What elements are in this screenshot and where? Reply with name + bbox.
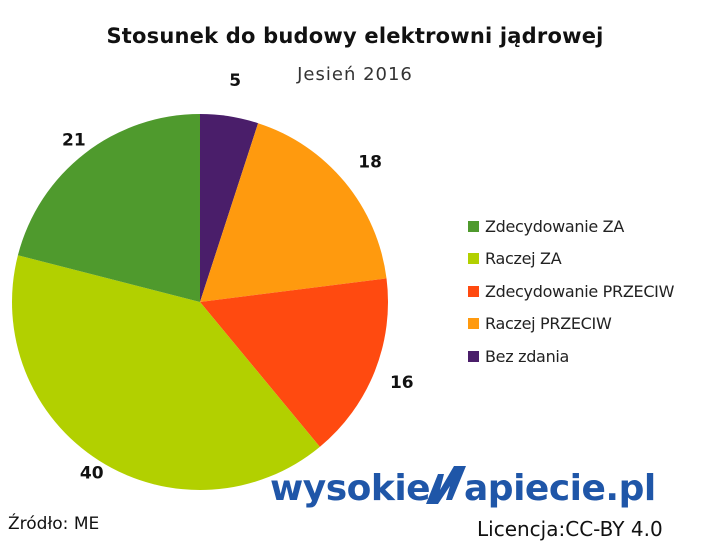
brand-name-part2: apiecie.pl: [464, 468, 656, 509]
pie-slice-bez-zdania: [200, 114, 259, 302]
chart-title: Stosunek do budowy elektrowni jądrowej: [106, 24, 604, 48]
license-text: Licencja:CC-BY 4.0: [477, 517, 663, 541]
legend-swatch: [468, 318, 479, 330]
chart-subtitle: Jesień 2016: [297, 64, 413, 85]
legend-swatch: [468, 253, 479, 265]
legend-label: Raczej ZA: [485, 249, 562, 269]
source-text: Źródło: ME: [8, 514, 100, 534]
legend-swatch: [468, 350, 479, 362]
data-label-bez-zdania: 5: [229, 71, 241, 91]
data-label-zdecydowanie-za: 21: [62, 130, 86, 150]
legend-item: Zdecydowanie PRZECIW: [468, 275, 708, 308]
data-label-raczej-przeciw: 18: [358, 152, 382, 172]
legend-swatch: [468, 220, 479, 232]
legend: Zdecydowanie ZA Raczej ZA Zdecydowanie PRZ…: [468, 210, 708, 373]
brand-name-part1: wysokie: [270, 468, 430, 509]
brand-logo: wysokie apiecie.pl: [270, 466, 656, 509]
legend-label: Zdecydowanie ZA: [485, 216, 624, 236]
legend-item: Zdecydowanie ZA: [468, 210, 708, 243]
legend-label: Raczej PRZECIW: [485, 314, 612, 334]
pie-slice-zdecydowanie-za: [17, 114, 200, 302]
legend-item: Bez zdania: [468, 340, 708, 373]
pie-slice-zdecydowanie-przeciw: [200, 278, 389, 447]
legend-item: Raczej PRZECIW: [468, 308, 708, 341]
pie-slice-raczej-za: [12, 255, 320, 490]
data-label-zdecydowanie-przeciw: 16: [390, 373, 414, 393]
lightning-n-icon: [426, 466, 466, 504]
legend-swatch: [468, 285, 479, 297]
legend-item: Raczej ZA: [468, 243, 708, 276]
data-label-raczej-za: 40: [80, 464, 104, 484]
legend-label: Zdecydowanie PRZECIW: [485, 281, 675, 301]
pie-slice-raczej-przeciw: [200, 123, 387, 302]
legend-label: Bez zdania: [485, 346, 570, 366]
